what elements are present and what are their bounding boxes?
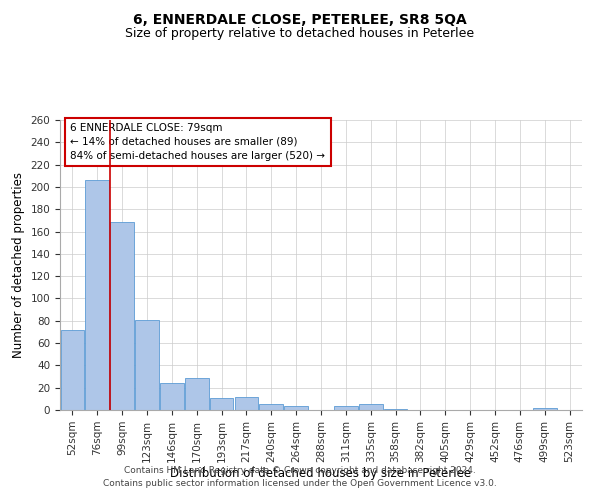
Text: Size of property relative to detached houses in Peterlee: Size of property relative to detached ho… (125, 28, 475, 40)
Text: 6, ENNERDALE CLOSE, PETERLEE, SR8 5QA: 6, ENNERDALE CLOSE, PETERLEE, SR8 5QA (133, 12, 467, 26)
Bar (185, 378, 209, 410)
Bar (533, 408, 557, 410)
Bar (210, 398, 233, 410)
Text: 6 ENNERDALE CLOSE: 79sqm
← 14% of detached houses are smaller (89)
84% of semi-d: 6 ENNERDALE CLOSE: 79sqm ← 14% of detach… (70, 123, 325, 161)
Bar (85, 180, 109, 410)
Bar (334, 406, 358, 410)
Y-axis label: Number of detached properties: Number of detached properties (12, 172, 25, 358)
X-axis label: Distribution of detached houses by size in Peterlee: Distribution of detached houses by size … (170, 468, 472, 480)
Bar (284, 406, 308, 410)
Bar (359, 404, 383, 410)
Bar (61, 330, 84, 410)
Bar (135, 320, 159, 410)
Bar (160, 383, 184, 410)
Bar (235, 396, 258, 410)
Bar (259, 404, 283, 410)
Bar (384, 409, 407, 410)
Text: Contains HM Land Registry data © Crown copyright and database right 2024.
Contai: Contains HM Land Registry data © Crown c… (103, 466, 497, 487)
Bar (110, 222, 134, 410)
